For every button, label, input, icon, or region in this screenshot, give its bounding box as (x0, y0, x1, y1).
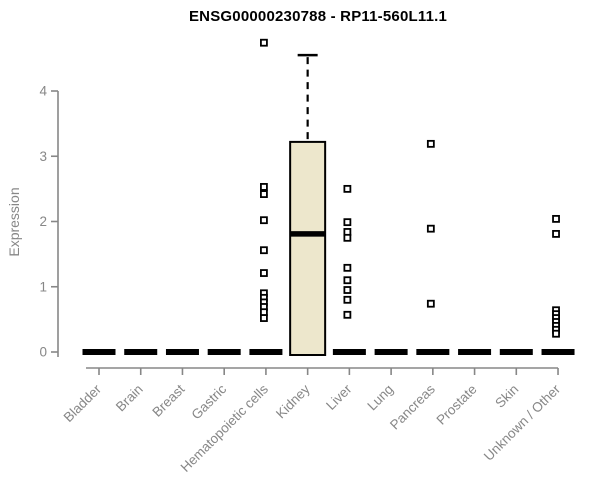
x-tick-label: Brain (113, 382, 146, 415)
x-tick-label: Lung (364, 382, 396, 414)
box (289, 140, 327, 356)
x-tick-label: Skin (492, 382, 521, 411)
outlier-point (260, 246, 268, 255)
zero-median-bar (374, 349, 408, 355)
outlier-point (343, 310, 352, 319)
y-tick-label: 0 (39, 345, 47, 360)
x-tick-label: Pancreas (387, 381, 438, 432)
zero-median-bar (458, 349, 492, 355)
x-tick-label: Kidney (273, 381, 313, 421)
y-tick-label: 2 (39, 214, 47, 229)
zero-median-bar (165, 349, 199, 355)
outlier-point (260, 269, 268, 277)
outlier-point (552, 329, 560, 338)
outlier-point (260, 183, 268, 191)
y-tick-label: 1 (39, 279, 47, 294)
x-tick-label: Liver (323, 381, 355, 413)
outlier-point (260, 190, 268, 198)
zero-median-bar (207, 349, 241, 355)
outlier-point (343, 276, 352, 285)
outlier-point (343, 233, 352, 242)
outlier-point (426, 299, 435, 308)
outlier-point (552, 214, 560, 223)
zero-median-bar (499, 349, 533, 355)
zero-median-bar (541, 349, 575, 355)
chart-title: ENSG00000230788 - RP11-560L11.1 (188, 8, 448, 25)
zero-median-bar (332, 349, 366, 355)
x-tick-label: Breast (149, 381, 187, 419)
outlier-point (343, 184, 352, 193)
outlier-point (260, 38, 268, 47)
outlier-point (343, 295, 352, 304)
median-line (290, 231, 326, 237)
x-tick-label: Prostate (434, 382, 480, 428)
zero-median-bar (82, 349, 116, 355)
y-tick-label: 3 (39, 149, 47, 164)
outlier-point (426, 139, 435, 148)
y-tick-label: 4 (39, 84, 47, 99)
outlier-point (260, 314, 268, 322)
outlier-point (552, 229, 560, 238)
outlier-point (343, 218, 352, 227)
zero-median-bar (124, 349, 158, 355)
outlier-point (343, 263, 352, 272)
outlier-point (343, 286, 352, 294)
outlier-point (426, 224, 435, 233)
x-tick-label: Bladder (61, 381, 105, 425)
x-tick-label: Gastric (188, 381, 229, 422)
outlier-point (260, 216, 268, 225)
zero-median-bar (416, 349, 450, 355)
zero-median-bar (249, 349, 283, 355)
x-tick-label: Unknown / Other (481, 381, 564, 464)
